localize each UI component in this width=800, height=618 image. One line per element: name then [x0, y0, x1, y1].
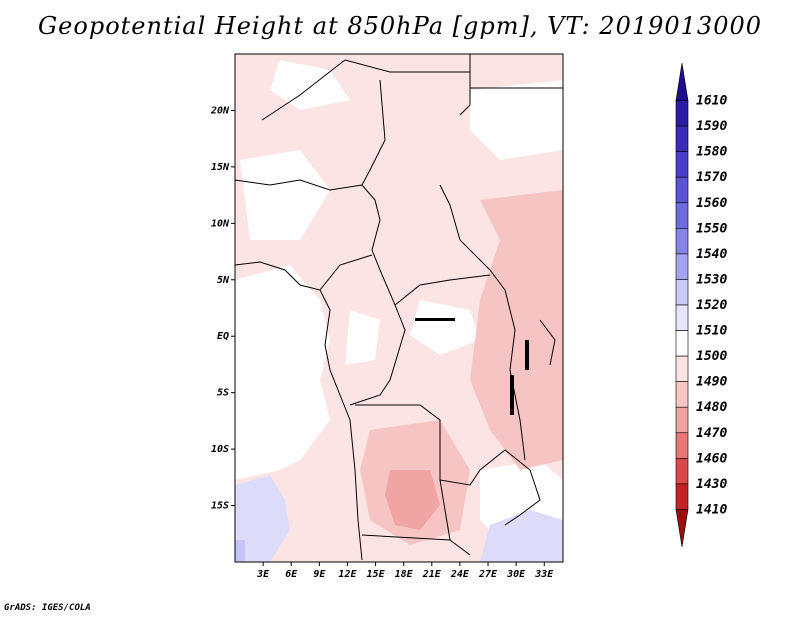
y-tick-label: EQ — [217, 331, 229, 342]
lakes — [415, 318, 529, 415]
colorbar-swatch — [675, 458, 689, 485]
y-tick-label: 5S — [217, 388, 229, 399]
x-tick-label: 6E — [285, 569, 298, 580]
colorbar-label: 1560 — [696, 196, 727, 211]
x-tick-label: 15E — [367, 569, 386, 580]
y-axis: 20N 15N 10N 5N EQ 5S 10S 15S — [210, 105, 235, 512]
blue-region-southeast — [480, 510, 563, 562]
height-field — [235, 54, 563, 562]
colorbar-label: 1540 — [696, 247, 727, 262]
colorbar-swatch — [675, 406, 689, 434]
colorbar-label: 1550 — [696, 221, 727, 236]
x-tick-label: 24E — [450, 569, 470, 580]
x-tick-label: 33E — [534, 569, 554, 580]
x-tick-label: 9E — [313, 569, 326, 580]
colorbar-swatch — [675, 432, 689, 459]
y-tick-label: 15N — [211, 162, 230, 173]
colorbar-label: 1510 — [696, 324, 727, 339]
colorbar-label: 1590 — [696, 119, 727, 134]
colorbar-swatch — [675, 279, 689, 306]
white-region-north — [270, 60, 350, 110]
blue-region-corner — [235, 540, 245, 562]
white-region-congo — [410, 300, 480, 355]
white-region-sahel — [240, 150, 330, 240]
colorbar-label: 1460 — [696, 451, 727, 466]
colorbar-label: 1610 — [696, 94, 727, 109]
colorbar-label: 1570 — [696, 170, 727, 185]
x-tick-label: 27E — [478, 569, 498, 580]
x-axis: 3E 6E 9E 12E 15E 18E 21E 24E 27E 30E 33E — [256, 562, 554, 580]
colorbar-label: 1470 — [696, 426, 727, 441]
colorbar-swatch — [675, 483, 689, 510]
colorbar-label: 1490 — [696, 375, 727, 390]
map-title: Geopotential Height at 850hPa [gpm], VT:… — [38, 12, 762, 40]
y-tick-label: 10N — [211, 218, 230, 229]
x-tick-label: 12E — [338, 569, 357, 580]
colorbar-swatch — [675, 304, 689, 331]
colorbar: 1610 1590 1580 1570 1560 1550 1540 1530 1520 1510… — [675, 62, 727, 548]
white-region-northeast — [470, 80, 563, 160]
y-tick-label: 5N — [217, 275, 230, 286]
colorbar-swatch — [675, 509, 689, 548]
colorbar-label: 1580 — [696, 145, 727, 160]
blue-region-southwest — [235, 475, 290, 562]
colorbar-swatch — [675, 100, 689, 127]
y-tick-label: 15S — [211, 501, 229, 512]
y-tick-label: 20N — [210, 105, 230, 116]
colorbar-swatch — [675, 151, 689, 178]
colorbar-swatch — [675, 381, 689, 408]
colorbar-swatch — [675, 62, 689, 101]
colorbar-swatch — [675, 253, 689, 280]
country-borders — [235, 54, 563, 561]
x-tick-label: 30E — [506, 569, 526, 580]
colorbar-swatch — [675, 125, 689, 152]
colorbar-label: 1530 — [696, 272, 727, 287]
colorbar-swatch — [675, 202, 689, 229]
grads-credit: GrADS: IGES/COLA — [4, 603, 91, 613]
colorbar-label: 1430 — [696, 477, 727, 492]
white-region-gabon — [345, 310, 380, 365]
x-tick-label: 18E — [395, 569, 414, 580]
colorbar-swatch — [675, 330, 689, 357]
x-tick-label: 21E — [422, 569, 442, 580]
pink-region-east — [470, 190, 563, 470]
colorbar-label: 1500 — [696, 349, 727, 364]
colorbar-label: 1410 — [696, 502, 727, 517]
plot-frame — [234, 53, 564, 563]
colorbar-swatch — [675, 176, 689, 204]
colorbar-swatch — [675, 228, 689, 255]
deep-pink-region — [385, 470, 440, 530]
white-region-west — [235, 265, 330, 480]
colorbar-label: 1520 — [696, 298, 727, 313]
x-tick-label: 3E — [256, 569, 270, 580]
colorbar-label: 1480 — [696, 400, 727, 415]
y-tick-label: 10S — [211, 444, 229, 455]
colorbar-swatch — [675, 355, 689, 382]
